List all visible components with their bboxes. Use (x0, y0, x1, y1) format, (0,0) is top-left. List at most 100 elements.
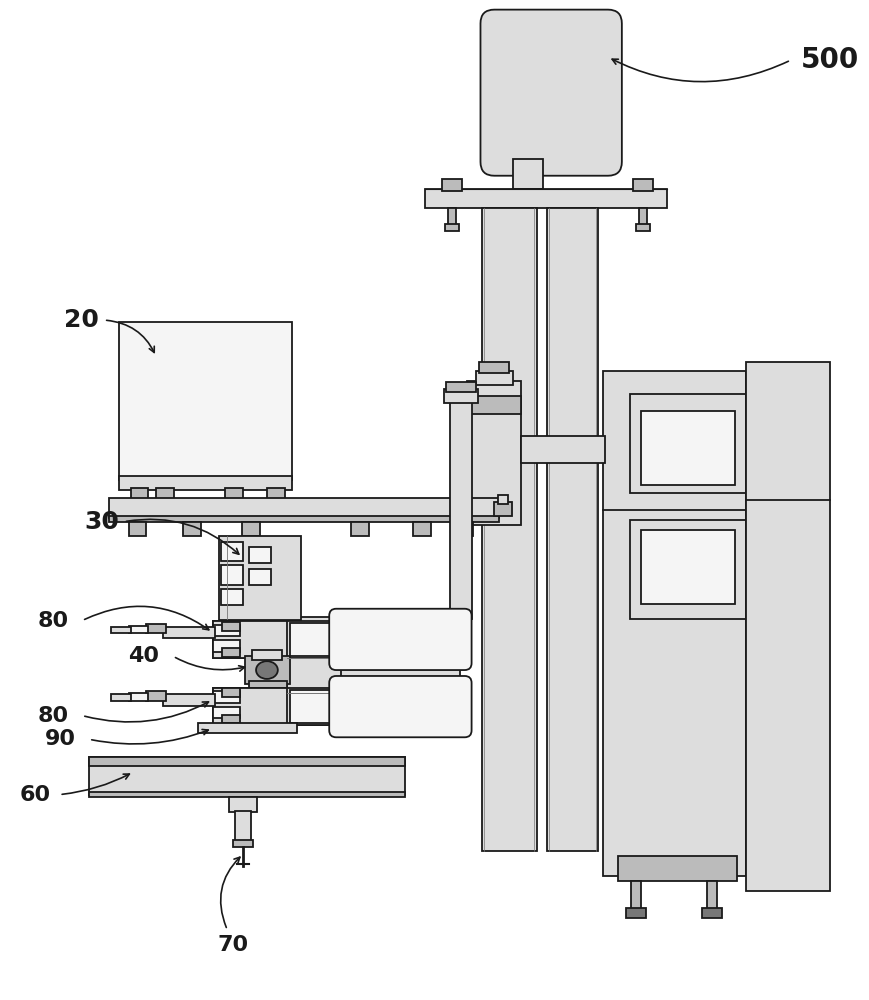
Bar (129, 626, 148, 633)
Bar (212, 625, 240, 636)
Text: 80: 80 (37, 706, 69, 726)
Bar (746, 362, 830, 891)
Bar (521, 436, 604, 463)
Bar (441, 179, 461, 191)
FancyBboxPatch shape (480, 10, 621, 176)
Bar (235, 811, 251, 841)
Bar (212, 621, 287, 658)
Bar (245, 656, 289, 684)
Text: 20: 20 (64, 308, 99, 332)
Bar (640, 530, 733, 604)
Bar (443, 389, 477, 403)
Bar (635, 224, 649, 231)
Bar (219, 536, 300, 620)
Bar (513, 159, 542, 189)
Bar (212, 691, 240, 703)
Bar (446, 382, 475, 392)
Bar (701, 908, 721, 918)
FancyBboxPatch shape (328, 609, 471, 670)
Bar (249, 547, 270, 563)
Bar (109, 498, 499, 518)
Bar (482, 208, 536, 851)
Bar (225, 488, 243, 500)
Bar (475, 371, 513, 385)
Bar (146, 691, 166, 701)
Bar (249, 569, 270, 585)
Bar (249, 681, 287, 691)
Bar (289, 623, 374, 656)
Bar (341, 620, 459, 657)
Bar (425, 189, 667, 208)
Text: 30: 30 (84, 510, 119, 534)
Bar (629, 394, 746, 493)
FancyBboxPatch shape (328, 676, 471, 737)
Bar (110, 627, 130, 633)
Bar (498, 495, 507, 504)
Bar (89, 757, 405, 795)
Bar (118, 322, 291, 480)
Bar (130, 488, 148, 500)
Bar (638, 208, 646, 226)
Bar (289, 690, 374, 723)
Bar (630, 881, 640, 910)
Bar (163, 694, 215, 706)
Text: 60: 60 (20, 785, 51, 805)
Bar (350, 522, 368, 536)
Bar (156, 488, 174, 500)
Bar (242, 522, 260, 536)
Bar (222, 565, 243, 585)
Bar (706, 881, 716, 910)
Text: 70: 70 (217, 935, 249, 955)
Bar (109, 516, 499, 522)
Bar (146, 624, 166, 633)
Bar (212, 688, 459, 725)
Text: 80: 80 (37, 611, 69, 631)
Bar (448, 208, 455, 226)
Ellipse shape (255, 661, 277, 679)
Text: 90: 90 (44, 729, 76, 749)
Bar (212, 707, 240, 718)
Bar (629, 520, 746, 619)
Bar (229, 797, 256, 812)
Bar (287, 617, 346, 725)
Bar (625, 908, 645, 918)
Bar (252, 650, 282, 660)
Bar (129, 522, 146, 536)
Bar (222, 648, 240, 657)
Bar (454, 522, 472, 536)
Bar (212, 621, 459, 658)
Bar (466, 381, 521, 525)
Bar (494, 502, 512, 516)
Bar (222, 589, 243, 605)
Bar (413, 522, 430, 536)
Bar (222, 542, 243, 561)
Bar (341, 653, 459, 685)
Bar (449, 396, 471, 619)
Bar (479, 362, 508, 373)
Bar (212, 688, 287, 725)
Bar (212, 640, 240, 652)
Bar (118, 476, 291, 490)
Bar (89, 757, 405, 766)
Bar (466, 396, 521, 414)
Bar (341, 687, 459, 724)
Bar (182, 522, 201, 536)
Bar (222, 715, 240, 723)
Bar (632, 179, 652, 191)
Bar (163, 627, 215, 638)
Bar (110, 694, 130, 701)
Bar (89, 792, 405, 797)
Text: 40: 40 (129, 646, 159, 666)
Text: 500: 500 (799, 46, 858, 74)
Bar (444, 224, 458, 231)
Bar (546, 208, 598, 851)
Bar (222, 688, 240, 697)
Bar (197, 723, 296, 733)
Bar (222, 622, 240, 631)
Bar (640, 411, 733, 485)
Bar (602, 371, 746, 876)
Bar (617, 856, 736, 881)
Bar (267, 488, 284, 500)
Bar (233, 840, 253, 847)
Bar (129, 693, 148, 701)
